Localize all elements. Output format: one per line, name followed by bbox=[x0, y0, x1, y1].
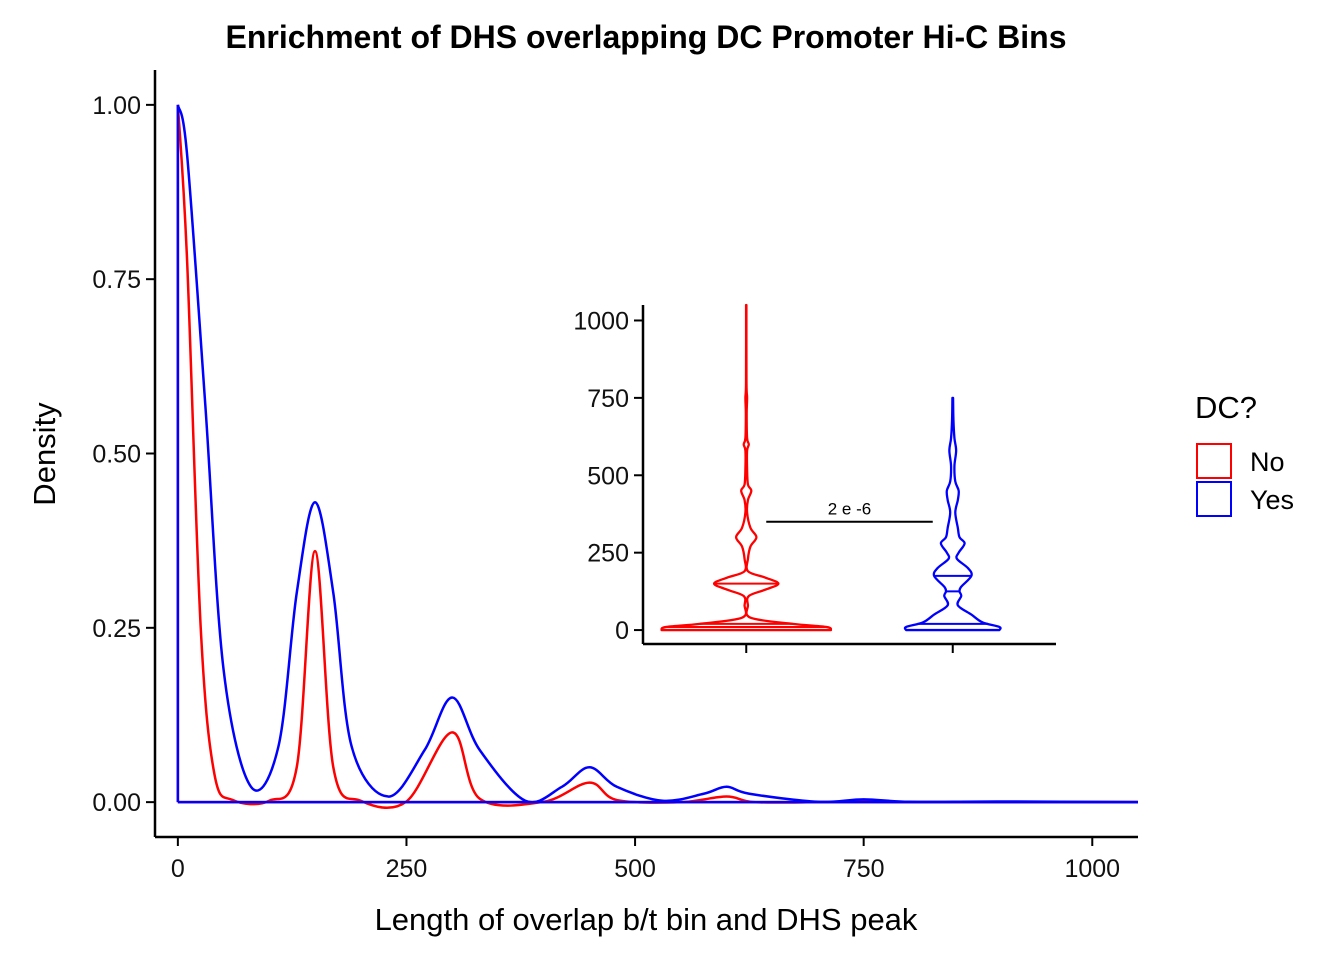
significance-label: 2 e -6 bbox=[828, 500, 871, 519]
y-tick-label: 0.75 bbox=[92, 266, 141, 294]
x-tick-label: 0 bbox=[171, 855, 185, 883]
inset-y-tick-label: 1000 bbox=[573, 307, 629, 335]
x-tick-label: 500 bbox=[614, 855, 656, 883]
y-tick-label: 0.50 bbox=[92, 441, 141, 469]
inset-y-axis-ticks: 0 250 500 750 1000 bbox=[573, 307, 643, 645]
y-tick-label: 0.00 bbox=[92, 789, 141, 817]
density-series bbox=[176, 104, 1139, 809]
x-axis-title: Length of overlap b/t bin and DHS peak bbox=[375, 902, 918, 937]
density-line-no bbox=[176, 104, 1139, 809]
y-tick-label: 0.25 bbox=[92, 615, 141, 643]
legend-key-no bbox=[1196, 443, 1232, 479]
inset-violins bbox=[660, 303, 1002, 632]
legend: DC? No Yes bbox=[1195, 390, 1294, 517]
inset-y-tick-label: 0 bbox=[615, 617, 629, 645]
x-tick-label: 1000 bbox=[1064, 855, 1120, 883]
inset-violin-plot: 0 250 500 750 1000 2 e -6 bbox=[573, 303, 1056, 653]
y-axis-ticks: 0.00 0.25 0.50 0.75 1.00 bbox=[92, 92, 155, 817]
density-plot: 0 250 500 750 1000 0.00 0.25 0.50 0.75 1.00 bbox=[92, 70, 1139, 883]
legend-key-yes bbox=[1196, 481, 1232, 517]
inset-x-axis-ticks bbox=[745, 644, 954, 653]
inset-y-tick-label: 750 bbox=[587, 385, 629, 413]
legend-label-no: No bbox=[1250, 447, 1285, 477]
x-tick-label: 750 bbox=[843, 855, 885, 883]
violin-yes bbox=[903, 396, 1002, 632]
legend-label-yes: Yes bbox=[1250, 485, 1294, 515]
violin-no bbox=[660, 303, 833, 632]
density-line-yes bbox=[176, 104, 1139, 804]
y-tick-label: 1.00 bbox=[92, 92, 141, 120]
legend-title: DC? bbox=[1195, 390, 1257, 425]
inset-y-tick-label: 250 bbox=[587, 540, 629, 568]
chart-title: Enrichment of DHS overlapping DC Promote… bbox=[226, 19, 1067, 55]
x-axis-ticks: 0 250 500 750 1000 bbox=[171, 837, 1120, 883]
inset-y-tick-label: 500 bbox=[587, 462, 629, 490]
x-tick-label: 250 bbox=[386, 855, 428, 883]
y-axis-title: Density bbox=[27, 402, 62, 506]
